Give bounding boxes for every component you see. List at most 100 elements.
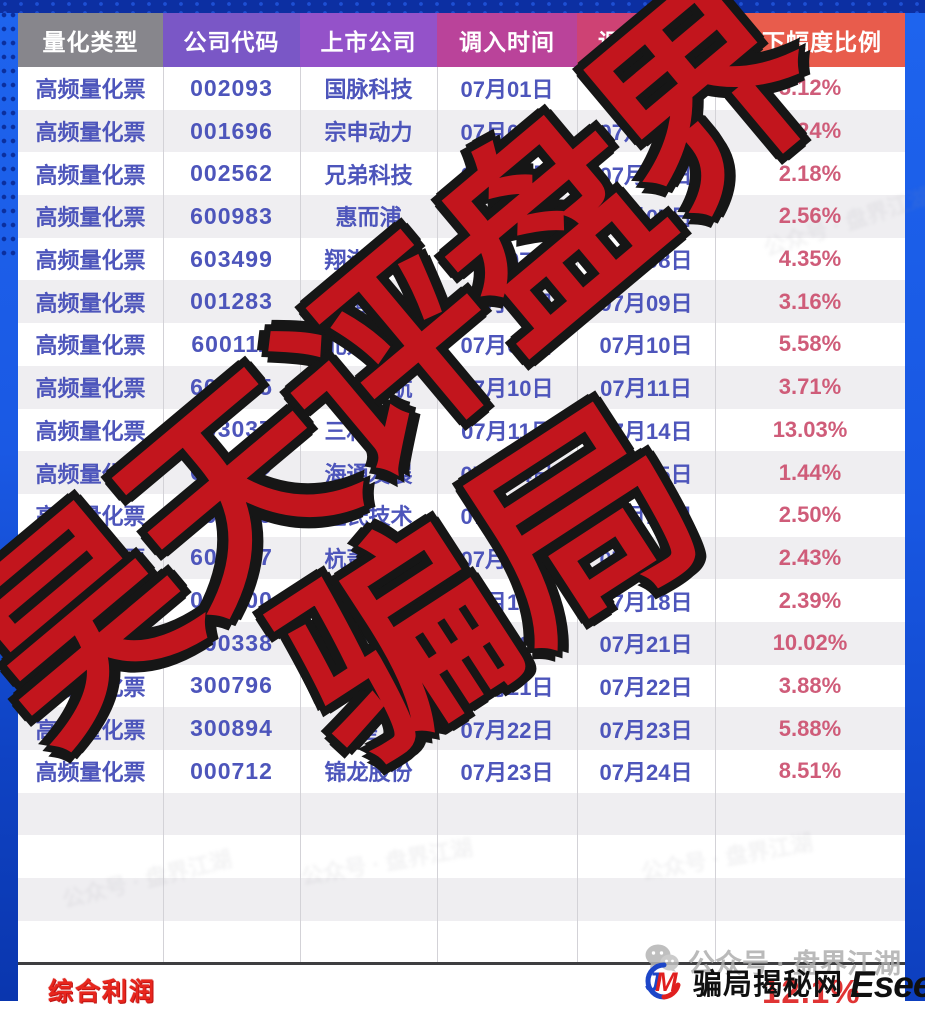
cell-company-name: 北方稀土 [324,333,413,359]
cell-date-out: 07月07日 [599,205,693,231]
cell-range-pct: 2.18% [778,160,842,186]
cell-company-code: 603499 [190,245,273,272]
cell-quant-type: 高频量化票 [35,162,146,188]
table-row: 高频量化票 300409 道氏技术 07月15日 07月16日 2.50% [18,493,905,537]
cell-date-out: 07月18日 [599,589,693,615]
cell-company-code: 300796 [190,672,273,699]
table-header-row: 量化类型 公司代码 上市公司 调入时间 调出时间 上下幅度比例 [18,13,905,67]
cell-quant-type: 高频量化票 [35,674,146,700]
table-row: 高频量化票 003037 三和管桩 07月11日 07月14日 13.03% [18,408,905,452]
cell-date-in: 07月01日 [460,77,554,103]
cell-quant-type: 高频量化票 [35,333,146,359]
cell-company-code: 002093 [190,74,273,101]
cell-quant-type [18,921,163,964]
cell-company-code: 600983 [190,202,273,229]
cell-date-in: 07月08日 [460,290,554,316]
cell-date-out: 07月08日 [599,248,693,274]
cell-quant-type: 高频量化票 [35,376,146,402]
cell-date-out: 07月04日 [599,162,693,188]
cell-company-name: 火星人 [335,717,402,743]
cell-company-name: 惠而浦 [335,205,402,231]
table-row: 高频量化票 600111 北方稀土 07月09日 07月10日 5.58% [18,323,905,366]
cell-quant-type: 高频量化票 [35,248,146,274]
site-name-label: 骗局揭秘网 [693,969,844,1001]
cell-date-in: 07月09日 [460,333,554,359]
cell-quant-type: 高频量化票 [35,504,146,530]
summary-label: 综合利润 [48,978,157,1006]
cell-company-name: 宗申动力 [324,120,413,146]
table-row: 高频量化票 600435 北方导航 07月10日 07月11日 3.71% [18,365,905,409]
cell-company-code: 300409 [190,501,273,528]
cell-date-out: 07月03日 [599,120,693,146]
cell-company-name [300,921,437,964]
top-border-band [0,0,925,13]
cell-company-code: 600111 [191,330,272,357]
cell-company-code: 002562 [190,160,273,187]
cell-company-code: 300894 [190,715,273,742]
cell-range-pct: 2.39% [778,587,842,613]
cell-date-out: 07月17日 [599,546,693,572]
cell-range-pct: 3.71% [778,374,842,400]
grid-line [715,67,716,963]
cell-date-in: 07月21日 [460,674,554,700]
grid-line [437,67,438,963]
cell-company-name: 兄弟科技 [324,162,413,188]
cell-company-code: 001696 [190,117,273,144]
cell-date-out: 07月21日 [599,632,693,658]
table-row: 高频量化票 000712 锦龙股份 07月23日 07月24日 8.51% [18,750,905,793]
table-body: 高频量化票 002093 国脉科技 07月01日 07月02日 5.12% 高频… [18,67,905,964]
summary-separator-line [18,962,905,965]
table-row: 高频量化票 000700 模塑科技 07月17日 07月18日 2.39% [18,579,905,622]
cell-range-pct: 8.51% [778,758,842,784]
cell-date-in: 07月07日 [460,248,554,274]
header-date-out: 调出时间 [577,13,715,67]
cell-company-name: 海通发展 [324,461,413,487]
table-row: 高频量化票 002562 兄弟科技 07月03日 07月04日 2.18% [18,152,905,196]
cell-quant-type: 高频量化票 [35,120,146,146]
cell-date-in: 07月17日 [460,589,554,615]
wechat-account-label: 公众号 · 盘界江湖 [688,949,901,979]
cell-range-pct: 1.44% [778,459,842,485]
cell-date-out: 07月16日 [599,504,693,530]
cell-date-in: 07月03日 [460,162,554,188]
cell-date-in [437,793,577,836]
cell-date-out: 07月24日 [599,760,693,786]
right-border-band [905,12,925,1001]
empty-table-row [18,835,905,879]
cell-quant-type: 高频量化票 [35,77,146,103]
empty-table-row [18,878,905,921]
jm-logo-icon: J M [634,960,686,1006]
grid-line [163,67,164,963]
cell-quant-type: 高频量化票 [35,717,146,743]
table-row: 高频量化票 603162 海通发展 07月14日 07月15日 1.44% [18,451,905,494]
cell-date-out: 07月11日 [600,376,692,402]
cell-range-pct: 5.88% [778,715,842,741]
cell-date-out: 07月14日 [599,418,693,444]
cell-date-in: 07月04日 [460,205,554,231]
left-border-band [0,0,18,1001]
cell-range-pct: 10.02% [772,630,848,656]
cell-company-code: 603162 [190,459,273,486]
grid-line [300,67,301,963]
cell-date-in: 07月23日 [460,760,554,786]
table-row: 高频量化票 001696 宗申动力 07月02日 07月03日 3.24% [18,109,905,153]
cell-company-name: 道氏技术 [324,504,413,530]
site-url-label: Esee.top [850,964,925,1005]
cell-range-pct: 3.16% [778,288,842,314]
svg-text:J: J [645,967,661,997]
cell-company-code: 001283 [190,288,273,315]
dot-pattern [0,10,18,260]
cell-date-in: 07月22日 [460,717,554,743]
cell-date-out: 07月22日 [599,674,693,700]
cell-company-name [300,793,437,836]
cell-company-name: 杭萧钢构 [324,546,413,572]
empty-table-row [18,920,905,964]
cell-range-pct: 13.03% [772,416,848,442]
cell-company-code: 600435 [190,373,273,400]
cell-company-name: 三和管桩 [324,418,413,444]
cell-range-pct: 3.24% [778,118,842,144]
cell-company-name: 模塑科技 [324,589,413,615]
table-row: 高频量化票 300796 贝斯美 07月21日 07月22日 3.88% [18,664,905,708]
cell-company-code: 600477 [190,544,273,571]
cell-company-name: 北方导航 [324,376,413,402]
